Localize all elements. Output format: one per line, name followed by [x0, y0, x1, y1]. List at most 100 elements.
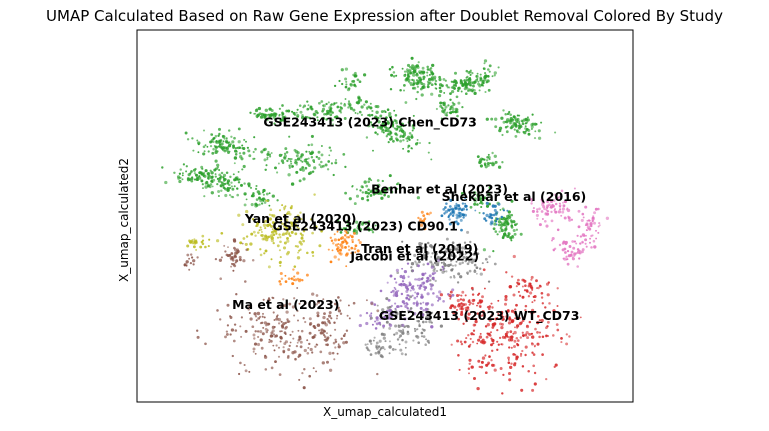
point — [261, 231, 263, 233]
point — [343, 334, 346, 337]
point — [421, 93, 424, 96]
point — [514, 129, 516, 131]
point — [296, 154, 299, 157]
point — [462, 216, 464, 218]
point — [311, 156, 313, 158]
point — [369, 314, 372, 317]
point — [232, 196, 234, 198]
point — [508, 372, 511, 375]
point — [486, 118, 489, 121]
point — [550, 207, 552, 209]
point — [214, 145, 216, 147]
point — [316, 343, 318, 345]
point — [265, 200, 267, 202]
point — [487, 261, 489, 263]
point — [240, 157, 243, 160]
point — [577, 235, 579, 237]
point — [356, 188, 358, 190]
point — [477, 81, 479, 83]
point — [290, 160, 292, 162]
point — [347, 315, 349, 317]
point — [244, 280, 247, 283]
point — [548, 302, 551, 305]
point — [217, 178, 219, 180]
point — [296, 151, 299, 154]
point — [478, 293, 480, 295]
point — [345, 83, 347, 85]
point — [236, 250, 239, 253]
point — [188, 269, 190, 271]
point — [513, 345, 516, 348]
point — [382, 325, 385, 328]
point — [539, 285, 542, 288]
point — [541, 210, 544, 213]
point — [224, 250, 226, 252]
point — [279, 330, 281, 332]
point — [404, 101, 407, 104]
point — [185, 170, 187, 172]
point — [584, 238, 587, 241]
point — [388, 327, 391, 330]
point — [182, 178, 184, 180]
point — [546, 210, 548, 212]
point — [376, 133, 378, 135]
cluster-label-jacobi-et-al: Jacobi et al (2022) — [349, 248, 479, 263]
point — [539, 332, 541, 334]
point — [299, 104, 302, 107]
point — [485, 219, 487, 221]
point — [306, 100, 308, 102]
point — [273, 233, 276, 236]
point — [344, 78, 347, 81]
point — [499, 209, 501, 211]
point — [560, 215, 562, 217]
point — [405, 341, 408, 344]
point — [507, 357, 510, 360]
point — [522, 122, 525, 125]
point — [395, 133, 398, 136]
point — [286, 151, 289, 154]
point — [449, 298, 451, 300]
point — [432, 73, 434, 75]
point — [503, 121, 506, 124]
point — [320, 328, 323, 331]
point — [186, 254, 189, 257]
point — [500, 117, 503, 120]
point — [516, 343, 518, 345]
point — [302, 177, 305, 180]
point — [232, 146, 235, 149]
point — [467, 273, 469, 275]
point — [533, 353, 536, 356]
point — [590, 246, 593, 249]
point — [580, 317, 582, 319]
point — [534, 130, 536, 132]
point — [288, 233, 290, 235]
point — [312, 170, 314, 172]
point — [253, 312, 256, 315]
point — [486, 205, 489, 208]
point — [246, 235, 248, 237]
point — [525, 130, 527, 132]
point — [291, 182, 294, 185]
point — [474, 210, 476, 212]
point — [414, 330, 416, 332]
point — [490, 331, 492, 333]
point — [290, 342, 292, 344]
point — [438, 290, 441, 293]
point — [508, 338, 511, 341]
point — [233, 239, 236, 242]
point — [238, 146, 241, 149]
point — [191, 137, 193, 139]
point — [494, 74, 496, 76]
point — [435, 83, 437, 85]
point — [558, 210, 561, 213]
point — [546, 325, 548, 327]
point — [373, 340, 375, 342]
point — [224, 194, 227, 197]
point — [208, 245, 210, 247]
point — [347, 106, 349, 108]
point — [215, 135, 218, 138]
point — [332, 352, 335, 355]
point — [401, 339, 404, 342]
point — [297, 109, 299, 111]
point — [412, 295, 414, 297]
